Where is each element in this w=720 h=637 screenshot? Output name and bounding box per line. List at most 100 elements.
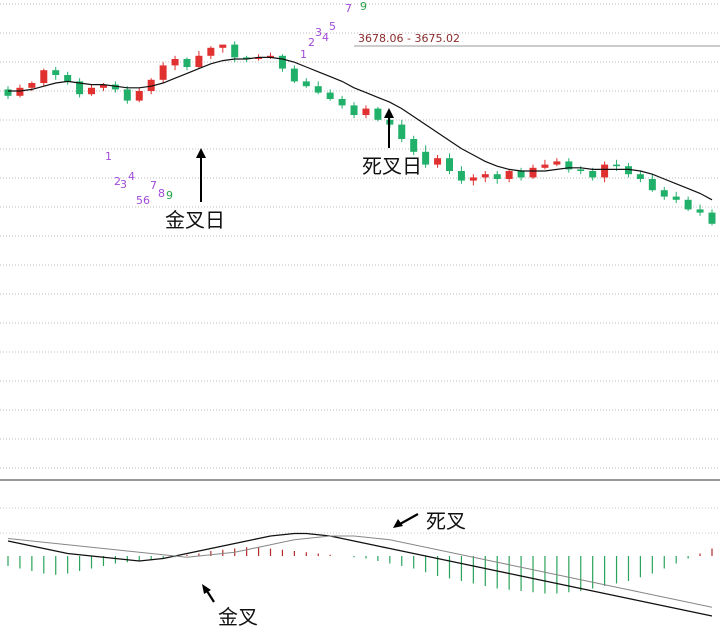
candle-body xyxy=(314,86,322,93)
td-low-count: 6 xyxy=(143,194,150,207)
candle-body xyxy=(278,55,286,69)
macd-golden-cross-arrow xyxy=(206,590,215,603)
candle-body xyxy=(589,171,597,178)
candle-body xyxy=(422,151,430,165)
candle-body xyxy=(660,190,668,197)
candle-body xyxy=(302,81,310,87)
candle-body xyxy=(40,70,48,83)
candle-body xyxy=(362,108,370,115)
candle-body xyxy=(28,83,36,88)
candle-body xyxy=(147,79,155,91)
candle-body xyxy=(219,44,227,48)
candle-body xyxy=(16,87,24,96)
candle-body xyxy=(434,158,442,165)
td-low-count: 5 xyxy=(136,194,143,207)
candle-body xyxy=(505,171,513,179)
candle-body xyxy=(88,87,96,95)
candlestick-series xyxy=(4,41,716,226)
candle-body xyxy=(398,124,406,139)
death-cross-day-annotation: 死叉日 xyxy=(362,108,422,178)
candle-body xyxy=(457,171,465,181)
candle-body xyxy=(267,55,275,58)
candle-body xyxy=(76,81,84,95)
golden-cross-day-label: 金叉日 xyxy=(165,208,225,232)
candle-body xyxy=(648,179,656,191)
macd-grid xyxy=(0,507,720,534)
td-low-count: 3 xyxy=(120,178,127,191)
td-low-count: 4 xyxy=(128,170,135,183)
golden-cross-day-annotation: 金叉日 xyxy=(165,148,225,232)
candle-body xyxy=(624,166,632,175)
candle-body xyxy=(410,139,418,152)
macd-death-cross-annotation: 死叉 xyxy=(393,509,466,533)
candle-body xyxy=(493,174,501,179)
candle-body xyxy=(613,164,621,167)
price-grid xyxy=(0,3,720,469)
td-high-count: 5 xyxy=(329,20,336,33)
candle-body xyxy=(231,44,239,58)
td-high-count: 9 xyxy=(360,0,367,13)
td-high-count: 4 xyxy=(322,31,329,44)
candle-body xyxy=(195,55,203,67)
candle-body xyxy=(171,59,179,66)
candle-body xyxy=(696,209,704,213)
td-sequence-low: 12 345 678 9 xyxy=(105,150,173,207)
candle-body xyxy=(52,70,60,75)
macd-histogram xyxy=(7,547,713,594)
candle-body xyxy=(135,91,143,101)
td-high-count: 2 xyxy=(308,36,315,49)
macd-death-cross-arrowhead xyxy=(393,519,403,528)
price-range-label: 3678.06 - 3675.02 xyxy=(358,32,460,45)
candle-body xyxy=(374,108,382,120)
candle-body xyxy=(601,164,609,178)
macd-death-cross-arrow xyxy=(399,513,419,525)
candle-body xyxy=(99,84,107,88)
candle-body xyxy=(577,169,585,171)
td-low-count: 7 xyxy=(150,179,157,192)
candle-body xyxy=(290,68,298,82)
candle-body xyxy=(529,167,537,178)
candle-body xyxy=(636,174,644,179)
macd-dif-line xyxy=(7,532,713,617)
td-low-count: 8 xyxy=(158,187,165,200)
td-sequence-high: 123 457 9 xyxy=(300,0,367,61)
candle-body xyxy=(672,196,680,200)
candle-body xyxy=(159,65,167,80)
candle-body xyxy=(183,59,191,67)
candle-body xyxy=(4,89,12,96)
death-cross-day-label: 死叉日 xyxy=(362,154,422,178)
candle-body xyxy=(481,174,489,178)
candle-body xyxy=(111,84,119,90)
candle-body xyxy=(326,92,334,99)
candle-body xyxy=(517,171,525,178)
candle-body xyxy=(350,105,358,115)
candle-body xyxy=(255,57,263,59)
candle-body xyxy=(541,164,549,168)
macd-golden-cross-label: 金叉 xyxy=(218,605,258,629)
candle-body xyxy=(64,75,72,82)
td-high-count: 7 xyxy=(345,2,352,15)
macd-dea-line xyxy=(7,535,713,608)
candle-body xyxy=(469,177,477,181)
candle-body xyxy=(565,161,573,170)
candle-body xyxy=(708,212,716,224)
candle-body xyxy=(123,89,131,101)
macd-death-cross-label: 死叉 xyxy=(426,509,466,533)
candle-body xyxy=(553,161,561,165)
candle-body xyxy=(207,47,215,56)
candle-body xyxy=(338,99,346,106)
td-low-count: 9 xyxy=(166,189,173,202)
death-cross-arrowhead xyxy=(384,108,394,118)
moving-average-line xyxy=(8,56,713,201)
td-low-count: 1 xyxy=(105,150,112,163)
golden-cross-arrowhead xyxy=(196,148,206,158)
td-high-count: 3 xyxy=(315,26,322,39)
candle-body xyxy=(243,57,251,59)
macd-golden-cross-annotation: 金叉 xyxy=(202,584,258,629)
td-low-count: 2 xyxy=(114,175,121,188)
candle-body xyxy=(684,199,692,210)
td-high-count: 1 xyxy=(300,48,307,61)
candle-body xyxy=(445,158,453,171)
macd-golden-cross-arrowhead xyxy=(202,584,211,594)
